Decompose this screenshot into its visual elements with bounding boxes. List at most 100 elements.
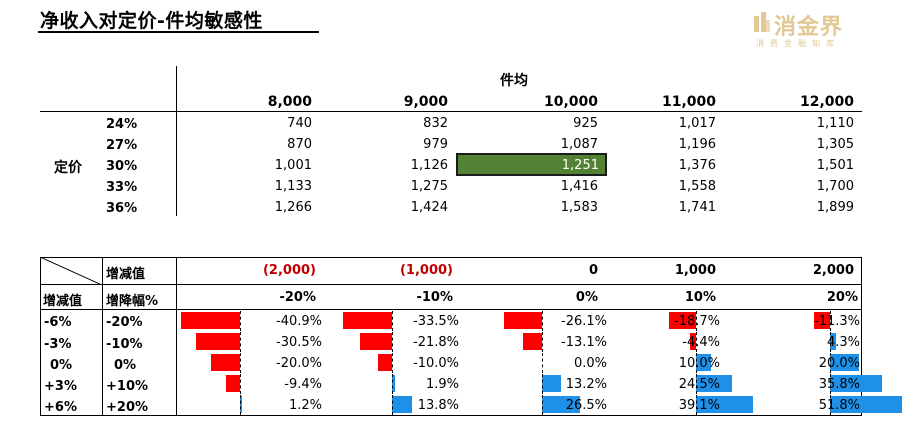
row-b-label: -20% [106, 315, 143, 330]
bar-axis [240, 332, 241, 352]
page-title: 净收入对定价-件均敏感性 [40, 10, 263, 32]
row-b-label: +10% [106, 379, 149, 394]
bar-axis [240, 353, 241, 373]
cell: 925 [573, 116, 598, 131]
col-header-3: 11,000 [661, 94, 716, 110]
data-bar [830, 375, 882, 392]
cell-value: -26.1% [561, 314, 607, 329]
cell-value: 24.5% [678, 377, 720, 392]
cell: 1,196 [678, 137, 716, 152]
data-bar [696, 354, 711, 371]
data-bar [689, 333, 696, 350]
table2-right-border [861, 257, 862, 416]
row-b-label: +20% [106, 400, 149, 415]
cell: 1,266 [274, 200, 312, 215]
change-value-2: 0 [588, 263, 598, 278]
cell-value: 35.8% [818, 377, 860, 392]
table2-left-border [40, 257, 41, 416]
data-bar [180, 312, 240, 329]
data-bar [377, 354, 392, 371]
row-header-label: 增减值 [43, 294, 83, 309]
col-header-2: 10,000 [543, 94, 598, 110]
bar-axis [830, 353, 831, 373]
cell: 1,424 [410, 200, 448, 215]
row-b-label: 0% [114, 358, 137, 373]
col-header-4: 12,000 [799, 94, 854, 110]
bar-axis [240, 395, 241, 415]
bar-axis [542, 353, 543, 373]
cell: 1,558 [678, 179, 716, 194]
row-a-label: -3% [44, 337, 72, 352]
bar-axis [696, 311, 697, 331]
cell-value: 13.8% [417, 398, 459, 413]
data-bar [226, 375, 240, 392]
row-label-24: 24% [106, 117, 138, 132]
data-bar [668, 312, 696, 329]
cell-value: 13.2% [565, 377, 607, 392]
row-a-label: +6% [44, 400, 77, 415]
cell: 1,275 [410, 179, 448, 194]
table2-top-border [40, 257, 862, 258]
change-value-1: (1,000) [399, 263, 453, 278]
table2-col-divider-2 [176, 257, 177, 416]
cell: 1,899 [816, 200, 854, 215]
data-bar [392, 375, 395, 392]
bar-axis [392, 395, 393, 415]
cell-value: -13.1% [561, 335, 607, 350]
data-bar [211, 354, 240, 371]
column-group-label: 件均 [500, 73, 528, 89]
cell-value: 51.8% [818, 398, 860, 413]
bar-axis [542, 395, 543, 415]
cell-value: -21.8% [413, 335, 459, 350]
row-label-27: 27% [106, 138, 138, 153]
row-a-label: +3% [44, 379, 77, 394]
cell: 1,501 [816, 158, 854, 173]
table2-bottom-border [40, 415, 862, 416]
change-pct-4: 20% [826, 290, 858, 305]
bar-axis [392, 353, 393, 373]
logo-subtitle: 消费金融知库 [756, 39, 840, 48]
change-pct-2: 0% [575, 290, 598, 305]
cell-value: -10.0% [413, 356, 459, 371]
cell: 979 [423, 137, 448, 152]
data-bar [360, 333, 392, 350]
bar-axis [542, 332, 543, 352]
row-b-label: -10% [106, 337, 143, 352]
bar-axis [392, 332, 393, 352]
bar-axis [830, 311, 831, 331]
cell: 870 [287, 137, 312, 152]
bar-axis [830, 374, 831, 394]
cell-value: -30.5% [276, 335, 322, 350]
cell: 1,017 [678, 116, 716, 131]
data-bar [830, 354, 859, 371]
cell: 1,416 [560, 179, 598, 194]
diagonal-divider [40, 257, 102, 285]
brand-logo: 消金界 消费金融知库 [752, 8, 892, 54]
cell: 1,700 [816, 179, 854, 194]
cell: 740 [287, 116, 312, 131]
cell-value: -11.3% [814, 314, 860, 329]
bar-axis [542, 374, 543, 394]
cell-value: 0.0% [573, 356, 607, 371]
row-label-36: 36% [106, 201, 138, 216]
data-bar [195, 333, 240, 350]
bar-axis [830, 332, 831, 352]
data-bar [343, 312, 392, 329]
cell-value: -40.9% [276, 314, 322, 329]
change-value-3: 1,000 [674, 263, 716, 278]
data-bar [504, 312, 542, 329]
cell: 1,741 [678, 200, 716, 215]
cell: 1,126 [410, 158, 448, 173]
header-change-pct-label: 增降幅% [106, 294, 159, 309]
cell: 1,305 [816, 137, 854, 152]
table1-header-divider [40, 111, 862, 112]
data-bar [523, 333, 542, 350]
cell-value: -9.4% [284, 377, 322, 392]
row-a-label: -6% [44, 315, 72, 330]
cell-value: 20.0% [818, 356, 860, 371]
bar-axis [696, 395, 697, 415]
change-pct-0: -20% [279, 290, 316, 305]
row-a-label: 0% [50, 358, 73, 373]
logo-icon [754, 12, 770, 32]
data-bar [542, 375, 562, 392]
